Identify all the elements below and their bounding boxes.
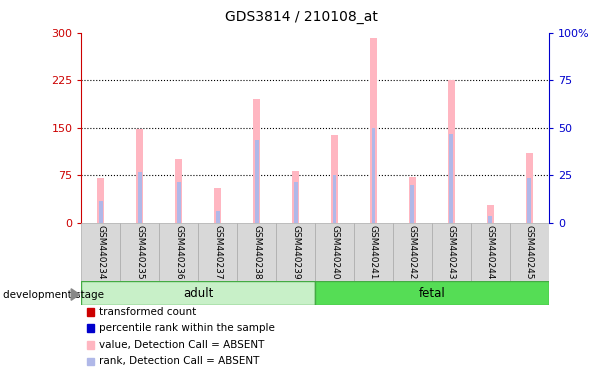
Bar [159, 223, 198, 282]
Bar [471, 223, 510, 282]
Bar [487, 205, 494, 223]
Text: GSM440237: GSM440237 [213, 225, 223, 279]
Text: GSM440240: GSM440240 [330, 225, 339, 279]
Bar [81, 223, 121, 282]
Bar [393, 223, 432, 282]
Bar [449, 134, 453, 223]
Text: percentile rank within the sample: percentile rank within the sample [99, 323, 276, 333]
Text: adult: adult [183, 287, 213, 300]
Bar [216, 211, 219, 223]
Bar [448, 80, 455, 223]
Bar [254, 140, 259, 223]
Bar [411, 185, 414, 223]
Text: GSM440238: GSM440238 [252, 225, 261, 279]
Bar [315, 281, 549, 305]
Bar [292, 171, 299, 223]
Bar [371, 127, 376, 223]
Text: GSM440245: GSM440245 [525, 225, 534, 279]
Bar [138, 172, 142, 223]
Bar [488, 217, 492, 223]
Bar [276, 223, 315, 282]
Text: GSM440236: GSM440236 [174, 225, 183, 279]
Text: rank, Detection Call = ABSENT: rank, Detection Call = ABSENT [99, 356, 260, 366]
Text: value, Detection Call = ABSENT: value, Detection Call = ABSENT [99, 340, 265, 350]
Bar [331, 135, 338, 223]
Bar [315, 223, 354, 282]
Text: GSM440242: GSM440242 [408, 225, 417, 279]
Text: GSM440235: GSM440235 [135, 225, 144, 279]
Bar [177, 182, 181, 223]
Bar [354, 223, 393, 282]
Bar [294, 182, 297, 223]
Bar [370, 38, 377, 223]
Bar [510, 223, 549, 282]
Bar [237, 223, 276, 282]
Bar [432, 223, 471, 282]
Text: GSM440234: GSM440234 [96, 225, 106, 279]
Text: GDS3814 / 210108_at: GDS3814 / 210108_at [225, 10, 378, 23]
Bar [198, 223, 237, 282]
Text: fetal: fetal [418, 287, 445, 300]
Bar [81, 281, 315, 305]
Text: GSM440241: GSM440241 [369, 225, 378, 279]
Bar [333, 175, 336, 223]
Bar [253, 99, 260, 223]
Bar [121, 223, 159, 282]
Bar [214, 188, 221, 223]
Bar [527, 178, 531, 223]
Text: GSM440243: GSM440243 [447, 225, 456, 279]
Bar [99, 200, 103, 223]
Bar [175, 159, 182, 223]
Text: GSM440239: GSM440239 [291, 225, 300, 279]
Text: development stage: development stage [3, 290, 104, 300]
Text: GSM440244: GSM440244 [486, 225, 495, 279]
Bar [97, 178, 104, 223]
Text: transformed count: transformed count [99, 307, 197, 317]
Bar [526, 153, 533, 223]
Bar [409, 177, 416, 223]
Bar [136, 129, 144, 223]
